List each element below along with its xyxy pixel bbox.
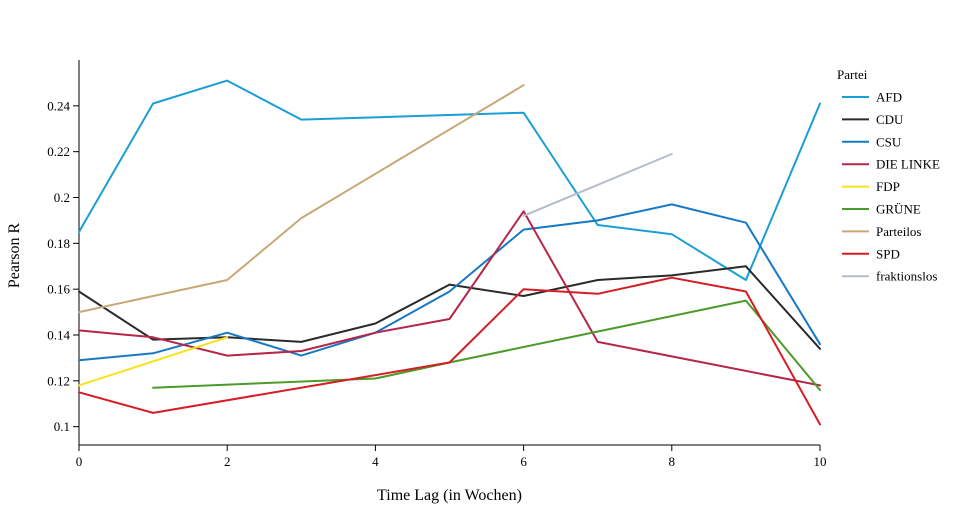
- x-tick-label: 4: [372, 454, 379, 469]
- legend-item-die-linke: DIE LINKE: [842, 157, 940, 172]
- series-line-die-linke: [78, 210, 821, 387]
- x-tick-label: 2: [224, 454, 231, 469]
- legend-label: GRÜNE: [876, 202, 921, 217]
- legend-label: CSU: [876, 134, 902, 149]
- y-tick-label: 0.22: [47, 144, 70, 159]
- series-line-parteilos: [78, 84, 525, 314]
- legend-item-parteilos: Parteilos: [842, 224, 922, 239]
- series-lines: [78, 79, 821, 426]
- legend-label: SPD: [876, 246, 900, 261]
- series-line-csu: [78, 203, 821, 362]
- series-line-spd: [78, 276, 821, 426]
- legend-item-csu: CSU: [842, 134, 902, 149]
- y-tick-label: 0.12: [47, 373, 70, 388]
- axes: 0.1 0.12 0.14 0.16 0.18 0.2 0.22 0.24 0 2 4 6 8 10: [47, 60, 827, 469]
- series-line-cdu: [78, 265, 821, 350]
- legend-item-cdu: CDU: [842, 112, 904, 127]
- series-line-gr-ne: [152, 299, 821, 391]
- legend-item-fdp: FDP: [842, 179, 900, 194]
- x-axis-title: Time Lag (in Wochen): [377, 487, 522, 504]
- x-tick-label: 8: [669, 454, 676, 469]
- legend-label: DIE LINKE: [876, 157, 940, 172]
- legend-title: Partei: [837, 67, 868, 82]
- series-line-fraktionslos: [522, 153, 673, 217]
- x-tick-label: 0: [76, 454, 83, 469]
- legend-items: AFD CDU CSU DIE LINKE FDP GRÜNE Parteilos SPD fr…: [842, 90, 940, 284]
- y-tick-label: 0.1: [54, 419, 70, 434]
- legend-item-fraktionslos: fraktionslos: [842, 269, 937, 284]
- legend-item-gr-ne: GRÜNE: [842, 202, 921, 217]
- legend-item-spd: SPD: [842, 246, 900, 261]
- series-line-afd: [78, 79, 821, 281]
- y-tick-label: 0.14: [47, 328, 70, 343]
- legend-label: CDU: [876, 112, 904, 127]
- y-tick-label: 0.2: [54, 190, 70, 205]
- legend: Partei AFD CDU CSU DIE LINKE FDP GRÜNE Parteil…: [837, 67, 940, 284]
- legend-label: FDP: [876, 179, 900, 194]
- y-tick-label: 0.24: [47, 98, 70, 113]
- y-ticks: 0.1 0.12 0.14 0.16 0.18 0.2 0.22 0.24: [47, 98, 79, 434]
- y-tick-label: 0.18: [47, 236, 70, 251]
- y-axis-title: Pearson R: [6, 223, 23, 289]
- legend-label: fraktionslos: [876, 269, 937, 284]
- y-tick-label: 0.16: [47, 282, 70, 297]
- x-ticks: 0 2 4 6 8 10: [76, 445, 827, 469]
- legend-label: Parteilos: [876, 224, 922, 239]
- legend-label: AFD: [876, 90, 902, 105]
- x-tick-label: 10: [814, 454, 827, 469]
- series-line-fdp: [78, 336, 229, 387]
- x-tick-label: 6: [520, 454, 527, 469]
- legend-item-afd: AFD: [842, 90, 902, 105]
